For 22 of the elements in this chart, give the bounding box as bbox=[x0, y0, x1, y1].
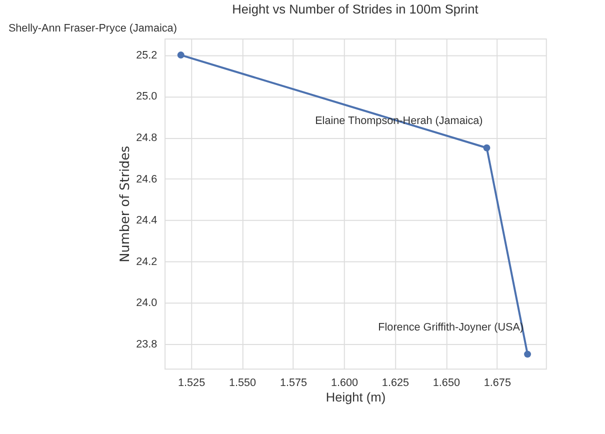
y-tick-label: 23.8 bbox=[136, 338, 158, 350]
x-tick-label: 1.600 bbox=[330, 376, 358, 389]
point bbox=[524, 350, 532, 358]
y-tick-label: 25.0 bbox=[136, 90, 158, 103]
y-tick-label: 25.2 bbox=[136, 49, 158, 62]
y-tick-label: 24.4 bbox=[136, 214, 158, 227]
y-axis-title: Number of Strides bbox=[118, 145, 134, 262]
x-axis-title: Height (m) bbox=[326, 390, 386, 405]
point bbox=[177, 52, 184, 59]
x-tick-label: 1.550 bbox=[228, 376, 256, 389]
x-tick-label: 1.575 bbox=[280, 376, 308, 389]
y-tick-label: 24.6 bbox=[136, 173, 158, 186]
y-tick-label: 24.0 bbox=[136, 297, 158, 310]
y-tick-label: 24.8 bbox=[136, 132, 158, 144]
x-tick-label: 1.675 bbox=[484, 376, 511, 389]
point bbox=[483, 144, 490, 152]
x-tick-label: 1.650 bbox=[432, 376, 460, 389]
chart-title: Height vs Number of Strides in 100m Sprint bbox=[232, 2, 479, 17]
x-tick-label: 1.625 bbox=[382, 376, 410, 389]
x-tick-label: 1.525 bbox=[178, 376, 206, 389]
annotation: Shelly-Ann Fraser-Pryce (Jamaica) bbox=[8, 22, 177, 34]
y-tick-label: 24.2 bbox=[136, 256, 158, 268]
